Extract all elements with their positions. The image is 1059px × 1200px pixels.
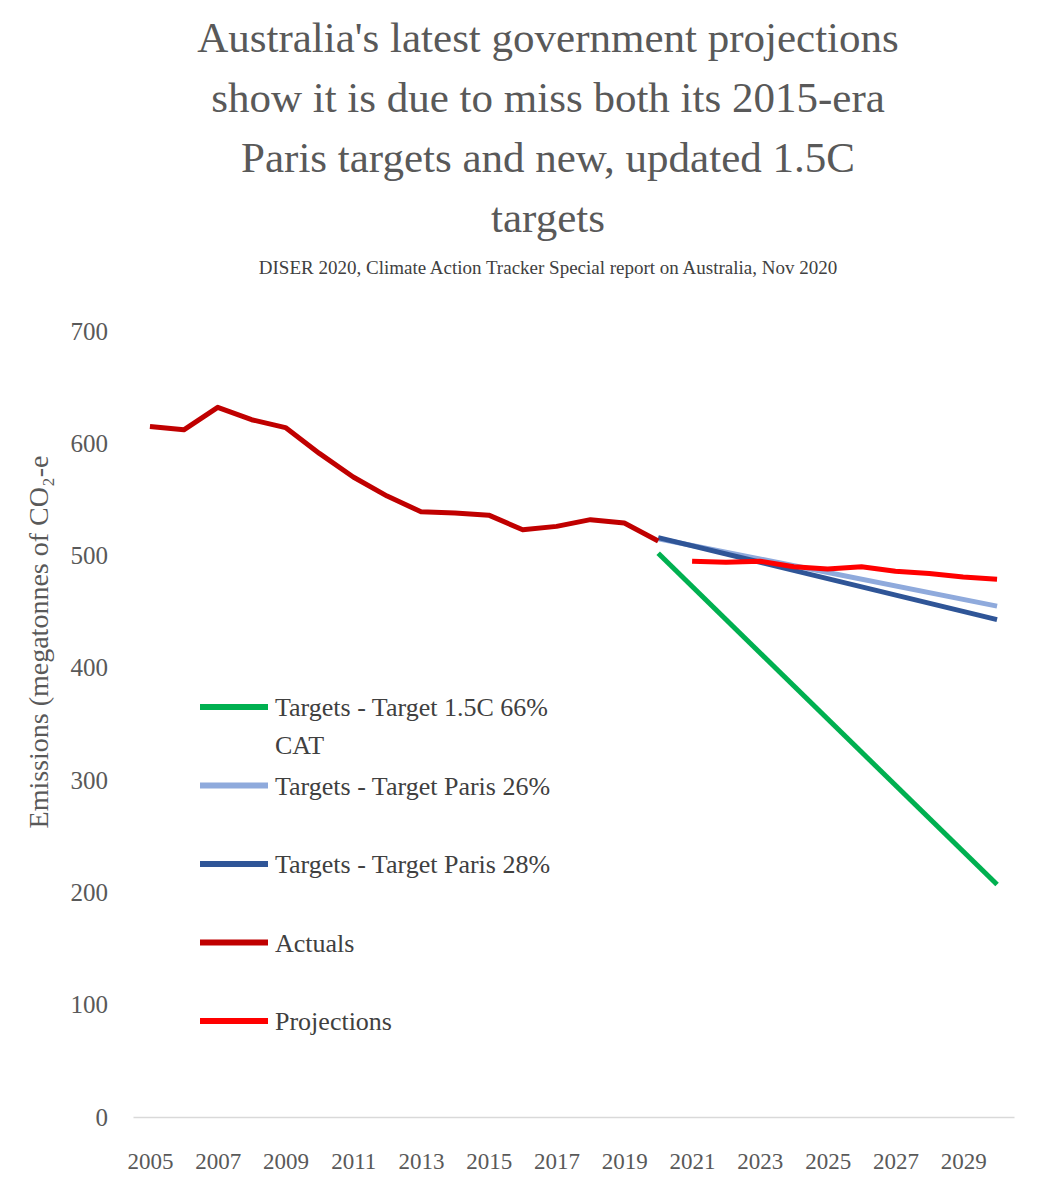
legend-item: Targets - Target Paris 26% [200, 771, 550, 800]
title-line: Australia's latest government projection… [197, 14, 899, 61]
y-axis-line [133, 332, 134, 1118]
legend-label: Targets - Target Paris 26% [275, 771, 550, 800]
legend-label: Projections [275, 1007, 392, 1036]
x-tick: 2029 [941, 1117, 987, 1174]
y-tick: 300 [71, 767, 134, 794]
legend-swatch [200, 861, 268, 867]
y-tick: 700 [71, 318, 134, 345]
chart: Australia's latest government projection… [0, 0, 1059, 1200]
y-tick-label: 100 [71, 991, 109, 1018]
x-tick: 2017 [534, 1117, 580, 1174]
x-tick-label: 2019 [602, 1149, 648, 1174]
legend-item: Actuals [200, 928, 354, 957]
y-axis: 0 100 200 300 400 500 600 700 [71, 318, 134, 1131]
x-tick: 2027 [873, 1117, 919, 1174]
title-line: targets [491, 194, 605, 241]
legend-label-line: Targets - Target 1.5C 66% [275, 693, 548, 722]
legend-label-line: Targets - Target Paris 26% [275, 771, 550, 800]
y-tick: 600 [71, 430, 134, 457]
x-tick-label: 2005 [127, 1149, 173, 1174]
y-axis-label: Emissions (megatonnes of CO₂-e [23, 456, 54, 829]
x-tick: 2011 [331, 1117, 376, 1174]
y-tick-label: 400 [71, 654, 109, 681]
plot-area [150, 407, 997, 884]
x-tick: 2015 [466, 1117, 512, 1174]
title: Australia's latest government projection… [197, 14, 899, 241]
y-tick: 400 [71, 654, 134, 681]
legend-label-line: Targets - Target Paris 28% [275, 850, 550, 879]
x-tick-label: 2015 [466, 1149, 512, 1174]
x-tick: 2021 [670, 1117, 716, 1174]
x-tick-label: 2025 [805, 1149, 851, 1174]
x-tick-label: 2021 [670, 1149, 716, 1174]
y-tick-label: 300 [71, 767, 109, 794]
x-tick: 2007 [195, 1117, 241, 1174]
x-tick-label: 2007 [195, 1149, 241, 1174]
y-tick: 0 [96, 1104, 134, 1131]
x-tick-label: 2023 [737, 1149, 783, 1174]
legend-item: Projections [200, 1007, 392, 1036]
subtitle: DISER 2020, Climate Action Tracker Speci… [259, 257, 837, 278]
x-tick: 2013 [399, 1117, 445, 1174]
legend-swatch [200, 783, 268, 789]
y-tick-label: 500 [71, 542, 109, 569]
y-tick-label: 200 [71, 879, 109, 906]
x-tick-label: 2013 [399, 1149, 445, 1174]
legend-swatch [200, 940, 268, 946]
x-tick-label: 2017 [534, 1149, 580, 1174]
x-tick-label: 2027 [873, 1149, 919, 1174]
x-tick-label: 2029 [941, 1149, 987, 1174]
legend-label: Targets - Target Paris 28% [275, 850, 550, 879]
y-tick: 200 [71, 879, 134, 906]
legend-swatch [200, 1018, 268, 1024]
y-tick-label: 0 [96, 1104, 109, 1131]
x-tick: 2023 [737, 1117, 783, 1174]
x-tick: 2025 [805, 1117, 851, 1174]
legend-item: Targets - Target Paris 28% [200, 850, 550, 879]
legend-swatch [200, 704, 268, 710]
x-tick: 2019 [602, 1117, 648, 1174]
x-tick: 2005 [127, 1117, 173, 1174]
legend: Targets - Target 1.5C 66%CATTargets - Ta… [200, 693, 550, 1036]
legend-item: Targets - Target 1.5C 66% CAT [200, 693, 548, 760]
legend-label-line: Projections [275, 1007, 392, 1036]
legend-label-line: Actuals [275, 928, 354, 957]
x-tick: 2009 [263, 1117, 309, 1174]
title-line: show it is due to miss both its 2015-era [211, 74, 885, 121]
y-tick: 500 [71, 542, 134, 569]
x-tick-label: 2011 [331, 1149, 376, 1174]
series-line [658, 538, 997, 620]
title-line: Paris targets and new, updated 1.5C [241, 134, 855, 181]
legend-label: Actuals [275, 928, 354, 957]
series-line [658, 553, 997, 884]
y-tick-label: 600 [71, 430, 109, 457]
y-tick: 100 [71, 991, 134, 1018]
series-line [150, 407, 658, 541]
y-tick-label: 700 [71, 318, 109, 345]
x-axis-line [134, 1117, 1015, 1119]
legend-label-line: CAT [275, 730, 324, 759]
legend-label: Targets - Target 1.5C 66% CAT [275, 693, 548, 760]
series-line [692, 561, 997, 579]
x-axis: 2005 2007 2009 2011 2013 2015 2017 2019 2021 2023… [127, 1117, 1014, 1174]
x-tick-label: 2009 [263, 1149, 309, 1174]
